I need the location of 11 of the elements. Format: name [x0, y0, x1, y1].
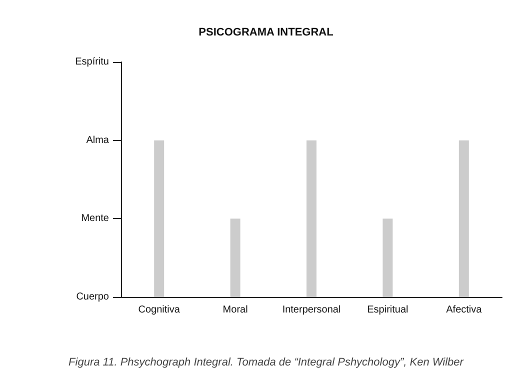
- text: Alma: [86, 134, 110, 146]
- x-tick-label: Moral: [222, 304, 248, 316]
- text: Espíritu: [75, 56, 109, 68]
- text: Mente: [81, 213, 110, 224]
- x-tick-label: Interpersonal: [282, 304, 341, 316]
- x-tick-label: Espiritual: [367, 304, 408, 316]
- text: Cuerpo: [76, 292, 110, 302]
- x-tick-label: Cognitiva: [138, 304, 180, 316]
- text: Figura 11. Phsychograph Integral. Tomada de “Integral Pshychology”, Ken Wilber: [68, 356, 465, 368]
- chart-title: PSICOGRAMA INTEGRAL: [198, 26, 334, 38]
- x-tick-label: Afectiva: [446, 304, 482, 316]
